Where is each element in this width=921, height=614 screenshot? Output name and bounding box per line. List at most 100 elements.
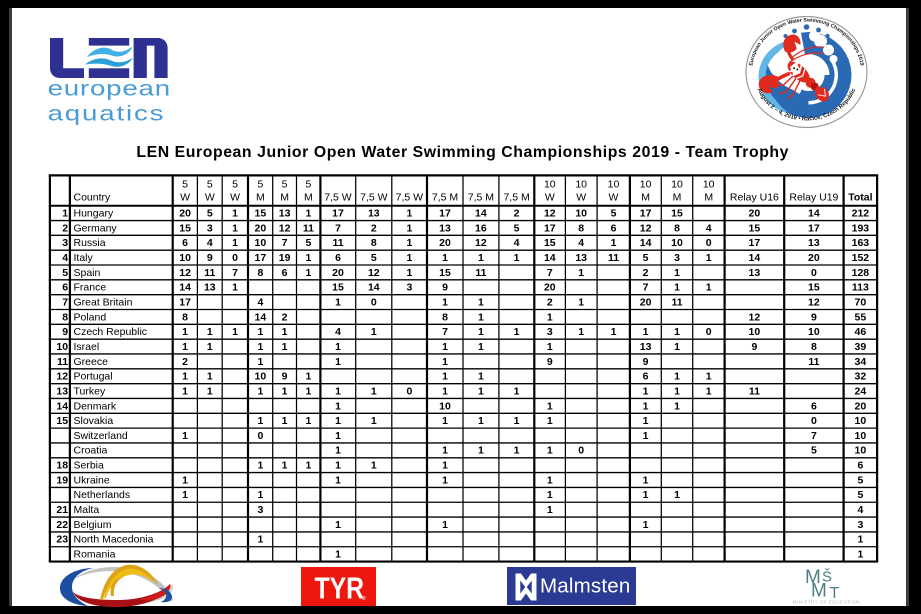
svg-text:6: 6 <box>182 237 188 249</box>
svg-text:1: 1 <box>674 371 680 383</box>
svg-text:8: 8 <box>371 237 377 249</box>
svg-text:1: 1 <box>643 430 649 442</box>
svg-text:2: 2 <box>547 297 553 309</box>
svg-text:Croatia: Croatia <box>74 445 108 457</box>
svg-text:6: 6 <box>643 371 649 383</box>
svg-text:34: 34 <box>855 356 867 368</box>
svg-text:5: 5 <box>62 267 68 279</box>
svg-text:5: 5 <box>182 179 188 191</box>
svg-text:Spain: Spain <box>74 267 101 279</box>
svg-text:1: 1 <box>547 400 553 412</box>
svg-text:4: 4 <box>207 237 213 249</box>
svg-text:20: 20 <box>808 252 820 264</box>
svg-text:5: 5 <box>305 179 311 191</box>
svg-text:15: 15 <box>179 222 191 234</box>
svg-text:1: 1 <box>335 297 341 309</box>
svg-text:1: 1 <box>442 415 448 427</box>
svg-text:5: 5 <box>643 252 649 264</box>
svg-text:9: 9 <box>811 311 817 323</box>
svg-text:11: 11 <box>671 297 682 309</box>
svg-text:Ukraine: Ukraine <box>74 474 110 486</box>
svg-text:1: 1 <box>182 430 188 442</box>
svg-text:3: 3 <box>406 282 412 294</box>
svg-text:10: 10 <box>855 430 867 442</box>
svg-text:7: 7 <box>442 326 448 338</box>
svg-text:8: 8 <box>182 311 188 323</box>
svg-text:1: 1 <box>442 445 448 457</box>
svg-text:1: 1 <box>674 341 680 353</box>
svg-text:8: 8 <box>442 311 448 323</box>
svg-text:1: 1 <box>182 474 188 486</box>
svg-text:1: 1 <box>305 415 311 427</box>
svg-text:1: 1 <box>857 534 863 546</box>
svg-text:1: 1 <box>547 504 553 516</box>
svg-text:7: 7 <box>62 297 68 309</box>
svg-text:32: 32 <box>855 371 867 383</box>
svg-text:1: 1 <box>547 489 553 501</box>
svg-text:1: 1 <box>578 297 584 309</box>
svg-text:1: 1 <box>335 519 341 531</box>
svg-text:1: 1 <box>547 311 553 323</box>
svg-text:1: 1 <box>643 385 649 397</box>
svg-text:1: 1 <box>335 415 341 427</box>
svg-text:20: 20 <box>544 282 556 294</box>
svg-text:2: 2 <box>643 267 649 279</box>
svg-text:1: 1 <box>442 460 448 472</box>
svg-text:1: 1 <box>232 222 238 234</box>
svg-text:13: 13 <box>749 267 761 279</box>
svg-text:6: 6 <box>282 267 288 279</box>
svg-text:9: 9 <box>442 282 448 294</box>
svg-text:1: 1 <box>643 474 649 486</box>
svg-text:1: 1 <box>706 282 712 294</box>
svg-text:14: 14 <box>179 282 191 294</box>
svg-text:1: 1 <box>478 371 484 383</box>
svg-text:128: 128 <box>852 267 870 279</box>
svg-text:France: France <box>74 282 107 294</box>
svg-text:10: 10 <box>575 208 587 220</box>
svg-text:Switzerland: Switzerland <box>74 430 128 442</box>
svg-text:7: 7 <box>643 282 649 294</box>
svg-text:1: 1 <box>547 341 553 353</box>
svg-text:1: 1 <box>257 460 263 472</box>
svg-text:1: 1 <box>335 341 341 353</box>
svg-text:1: 1 <box>643 489 649 501</box>
svg-text:M: M <box>811 581 827 602</box>
svg-text:MINISTRY OF EDUCATION.: MINISTRY OF EDUCATION. <box>793 600 862 606</box>
svg-text:1: 1 <box>335 385 341 397</box>
svg-text:1: 1 <box>478 445 484 457</box>
svg-text:15: 15 <box>808 282 820 294</box>
svg-text:1: 1 <box>643 519 649 531</box>
svg-text:7,5 W: 7,5 W <box>396 192 424 204</box>
svg-text:2: 2 <box>371 222 377 234</box>
svg-text:1: 1 <box>514 385 520 397</box>
svg-text:13: 13 <box>204 282 216 294</box>
svg-text:11: 11 <box>303 222 314 234</box>
svg-text:1: 1 <box>406 222 412 234</box>
svg-text:5: 5 <box>305 237 311 249</box>
svg-text:7: 7 <box>282 237 288 249</box>
svg-text:2: 2 <box>514 208 520 220</box>
svg-text:Malmsten: Malmsten <box>540 575 630 598</box>
svg-text:3: 3 <box>207 222 213 234</box>
svg-text:1: 1 <box>207 371 213 383</box>
svg-text:9: 9 <box>62 326 68 338</box>
svg-text:1: 1 <box>257 385 263 397</box>
svg-text:10: 10 <box>608 179 620 191</box>
svg-text:2: 2 <box>182 356 188 368</box>
svg-text:17: 17 <box>808 222 820 234</box>
svg-text:12: 12 <box>544 208 556 220</box>
svg-text:1: 1 <box>442 519 448 531</box>
svg-text:0: 0 <box>406 385 412 397</box>
svg-text:20: 20 <box>855 400 867 412</box>
svg-text:1: 1 <box>232 282 238 294</box>
svg-text:1: 1 <box>335 356 341 368</box>
svg-text:1: 1 <box>182 341 188 353</box>
svg-text:W: W <box>205 192 215 204</box>
svg-text:1: 1 <box>674 385 680 397</box>
svg-text:10: 10 <box>808 326 820 338</box>
svg-text:8: 8 <box>674 222 680 234</box>
svg-text:1: 1 <box>335 445 341 457</box>
svg-text:1: 1 <box>514 445 520 457</box>
svg-text:7: 7 <box>811 430 817 442</box>
svg-text:10: 10 <box>439 400 451 412</box>
